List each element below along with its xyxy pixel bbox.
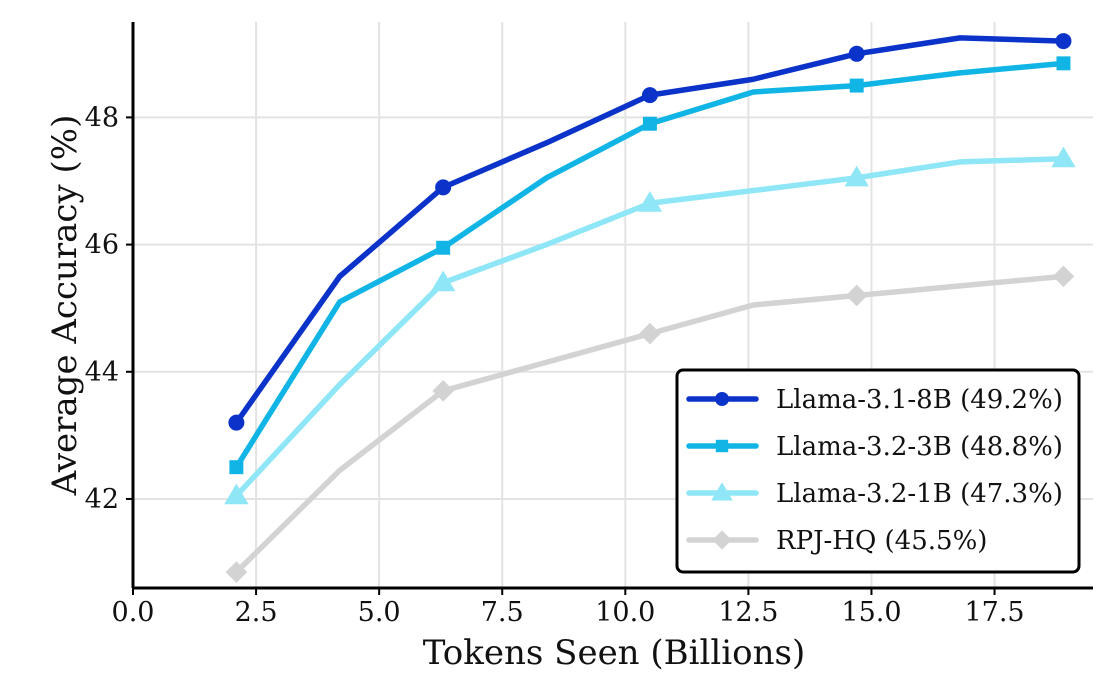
data-point-circle — [1055, 33, 1072, 50]
x-tick-label: 10.0 — [595, 597, 655, 628]
data-point-square — [436, 240, 451, 255]
legend-entry: Llama-3.2-3B (48.8%) — [686, 432, 1063, 462]
data-point-circle — [848, 45, 865, 62]
legend-entry: Llama-3.2-1B (47.3%) — [686, 479, 1063, 509]
axes-spines — [131, 22, 1093, 590]
data-point-circle — [641, 87, 658, 104]
legend: Llama-3.1-8B (49.2%) Llama-3.2-3B (48.8%)… — [675, 368, 1081, 574]
y-tick-label: 44 — [85, 357, 119, 388]
legend-label: Llama-3.1-8B (49.2%) — [776, 385, 1063, 415]
data-point-square — [849, 78, 864, 93]
y-tick-label: 48 — [85, 102, 119, 133]
legend-label: Llama-3.2-3B (48.8%) — [776, 432, 1063, 462]
data-point-square — [642, 116, 657, 131]
legend-marker-diamond — [712, 530, 732, 550]
legend-label: RPJ-HQ (45.5%) — [776, 526, 987, 556]
series-diamond — [225, 265, 1075, 583]
data-point-square — [229, 460, 244, 475]
x-axis-title: Tokens Seen (Billions) — [423, 633, 805, 673]
series-circle — [228, 33, 1072, 431]
data-point-triangle — [224, 483, 249, 505]
y-tick-label: 42 — [85, 484, 119, 515]
legend-entry: Llama-3.1-8B (49.2%) — [686, 385, 1063, 415]
x-tick-label: 15.0 — [841, 597, 901, 628]
data-point-triangle — [431, 270, 456, 292]
y-axis-title: Average Accuracy (%) — [45, 115, 85, 497]
data-point-diamond — [432, 380, 454, 402]
x-tick-label: 7.5 — [481, 597, 524, 628]
legend-items: Llama-3.1-8B (49.2%) Llama-3.2-3B (48.8%)… — [686, 385, 1063, 556]
x-tick-label: 2.5 — [235, 597, 278, 628]
legend-marker-triangle — [711, 482, 733, 501]
data-point-circle — [228, 414, 245, 431]
data-point-diamond — [639, 322, 661, 345]
data-point-triangle — [1051, 146, 1076, 168]
legend-marker-square — [715, 439, 729, 453]
x-tick-label: 17.5 — [964, 597, 1024, 628]
data-point-circle — [435, 179, 452, 196]
data-point-triangle — [637, 191, 663, 212]
data-point-triangle — [844, 165, 869, 187]
x-tick-label: 0.0 — [112, 597, 155, 628]
data-point-diamond — [845, 284, 868, 307]
y-tick-labels: 42 44 46 48 — [85, 102, 133, 515]
data-point-diamond — [1052, 265, 1075, 288]
series-layer — [224, 33, 1076, 583]
x-tick-labels: 0.0 2.5 5.0 7.5 10.0 12.5 15.0 17.5 — [112, 588, 1025, 628]
legend-box — [675, 368, 1081, 574]
legend-marker-circle — [715, 392, 729, 406]
legend-label: Llama-3.2-1B (47.3%) — [776, 479, 1063, 509]
data-point-square — [1056, 56, 1071, 71]
x-tick-label: 5.0 — [358, 597, 401, 628]
x-tick-label: 12.5 — [718, 597, 778, 628]
series-square — [229, 56, 1071, 475]
data-point-diamond — [225, 561, 248, 583]
y-tick-label: 46 — [85, 230, 119, 261]
legend-entry: RPJ-HQ (45.5%) — [686, 526, 987, 556]
series-triangle — [224, 146, 1076, 505]
